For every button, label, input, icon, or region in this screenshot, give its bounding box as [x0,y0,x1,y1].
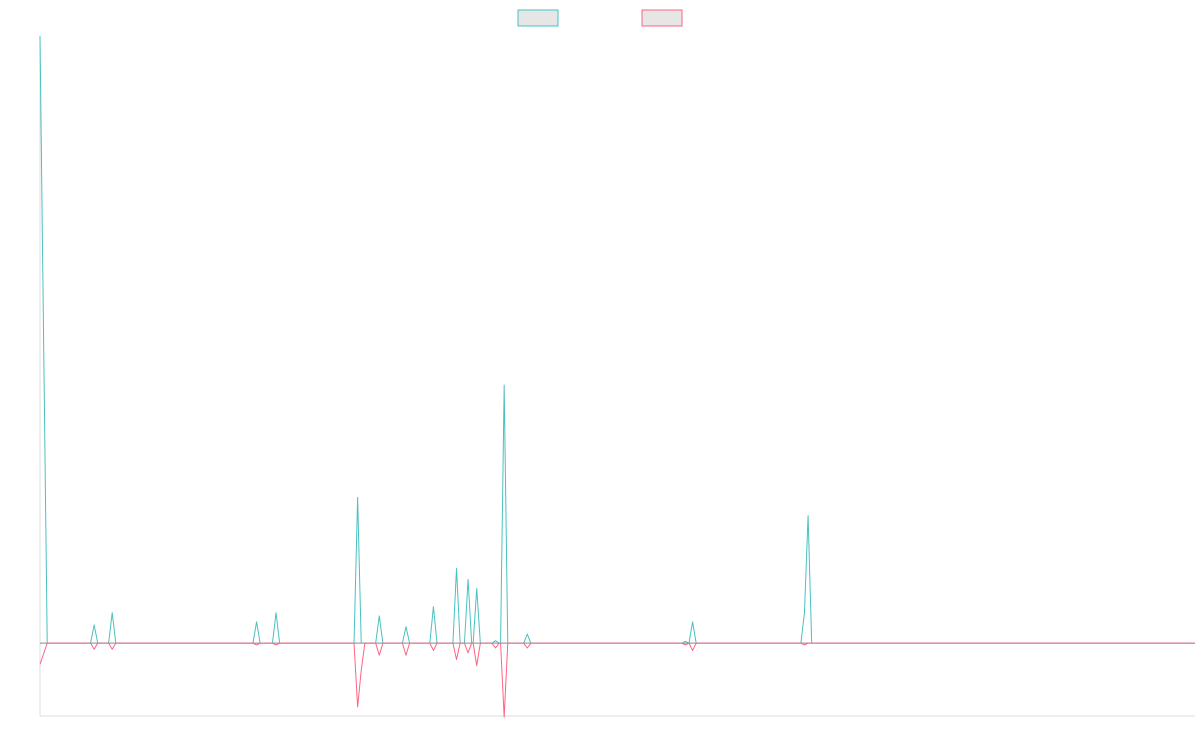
series-line-1 [39,35,1195,644]
chart-axes [39,36,1195,717]
legend-item-2[interactable] [641,9,683,27]
chart-series [39,35,1195,718]
chart-legend[interactable] [517,9,683,27]
legend-swatch-1[interactable] [517,9,559,27]
series-line-2 [39,642,1195,718]
legend-swatch-2[interactable] [641,9,683,27]
legend-item-1[interactable] [517,9,559,27]
